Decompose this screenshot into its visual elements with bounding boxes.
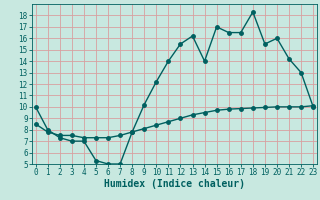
X-axis label: Humidex (Indice chaleur): Humidex (Indice chaleur) [104,179,245,189]
